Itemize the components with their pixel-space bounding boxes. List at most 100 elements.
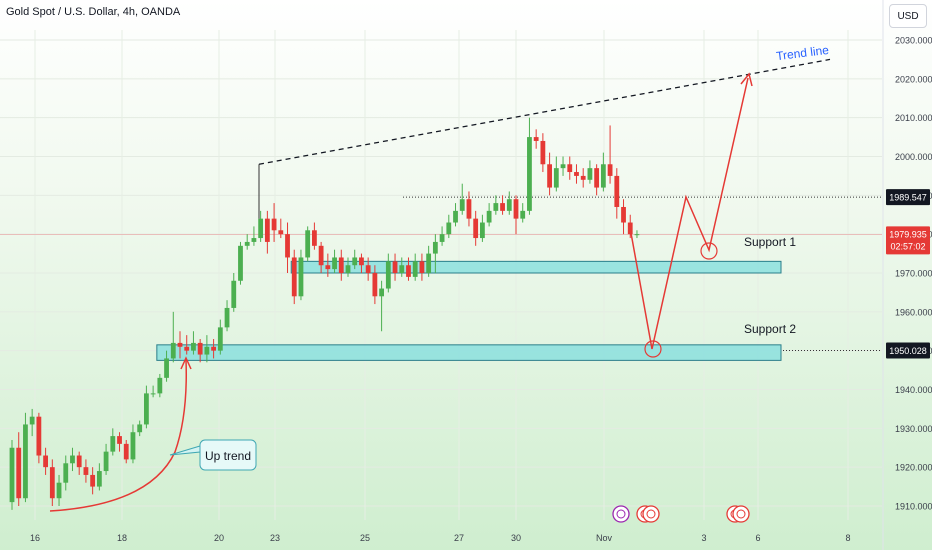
chart-title: Gold Spot / U.S. Dollar, 4h, OANDA	[6, 6, 181, 18]
candle-body	[278, 230, 284, 235]
candle-body	[157, 377, 163, 394]
candle-body	[271, 218, 277, 231]
candle-body	[392, 261, 398, 273]
y-tick-label: 1930.000	[895, 424, 932, 434]
candle-body	[332, 257, 337, 270]
candle-body	[399, 265, 405, 273]
candle-body	[560, 164, 566, 169]
support-zone	[156, 344, 782, 361]
candle-body	[285, 234, 290, 258]
support-zone	[290, 260, 782, 274]
current-price-label: 1979.935	[889, 229, 927, 239]
candle-body	[365, 265, 371, 273]
candle-body	[177, 342, 183, 347]
candle-body	[43, 455, 48, 468]
candle-body	[634, 234, 640, 236]
candle-body	[432, 241, 438, 254]
candle-body	[359, 257, 364, 266]
candle-body	[466, 199, 472, 219]
candle-body	[23, 424, 28, 499]
x-tick-label: 27	[454, 533, 464, 543]
candle-body	[211, 346, 216, 351]
candle-body	[325, 265, 331, 270]
candle-body	[130, 432, 136, 460]
candle-body	[150, 393, 156, 395]
candle-body	[385, 261, 391, 289]
candle-body	[352, 257, 358, 266]
candle-body	[36, 416, 42, 456]
candle-body	[338, 257, 344, 273]
event-icon-inner	[646, 509, 656, 519]
candle-body	[527, 137, 532, 211]
candle-body	[600, 164, 606, 188]
currency-button[interactable]: USD	[889, 4, 927, 28]
x-tick-label: 8	[845, 533, 850, 543]
candle-body	[224, 307, 230, 328]
y-tick-label: 2000.000	[895, 152, 932, 162]
candle-body	[372, 273, 378, 297]
candle-body	[439, 234, 445, 242]
y-tick-label: 1970.000	[895, 269, 932, 279]
candle-body	[540, 140, 546, 165]
candle-body	[506, 199, 512, 211]
x-tick-label: 23	[270, 533, 280, 543]
candle-body	[56, 482, 62, 499]
candle-body	[76, 455, 82, 468]
trend-line-label: Trend line	[775, 43, 830, 63]
candle-body	[251, 238, 257, 242]
candle-body	[16, 447, 22, 499]
candle-body	[486, 210, 492, 223]
candle-body	[318, 245, 324, 266]
candle-body	[547, 164, 552, 188]
candle-body	[580, 175, 586, 180]
candle-body	[96, 471, 102, 487]
event-icon	[732, 505, 750, 523]
candle-body	[197, 342, 203, 355]
y-tick-label: 2020.000	[895, 74, 932, 84]
price-label-bg	[886, 189, 930, 206]
candle-body	[446, 222, 452, 235]
candle-body	[244, 241, 250, 246]
candle-body	[264, 218, 270, 242]
y-tick-label: 1910.000	[895, 502, 932, 512]
candle-body	[305, 230, 311, 258]
candles	[9, 117, 640, 510]
candle-body	[137, 424, 143, 433]
candle-body	[291, 257, 297, 297]
candle-body	[312, 230, 317, 246]
candle-body	[567, 164, 573, 173]
x-tick-label: 25	[360, 533, 370, 543]
candle-body	[513, 199, 519, 219]
candle-body	[419, 261, 425, 273]
x-tick-label: 20	[214, 533, 224, 543]
candle-body	[406, 265, 411, 277]
candle-body	[614, 175, 620, 207]
candle-body	[607, 164, 613, 176]
candle-body	[204, 346, 210, 355]
candle-body	[63, 463, 69, 483]
target-circle	[644, 340, 662, 358]
current-price-label-bg	[886, 226, 930, 255]
candle-body	[83, 467, 89, 475]
up-trend-label: Up trend	[205, 449, 251, 463]
candle-body	[574, 172, 579, 176]
candle-body	[164, 358, 169, 378]
event-icon	[642, 505, 660, 523]
candle-body	[9, 447, 15, 503]
x-tick-label: 6	[755, 533, 760, 543]
y-tick-label: 1960.000	[895, 307, 932, 317]
x-tick-label: 30	[511, 533, 521, 543]
candle-body	[184, 346, 190, 351]
y-tick-label: 1920.000	[895, 463, 932, 473]
candle-body	[480, 222, 485, 239]
candle-body	[500, 203, 505, 211]
candle-body	[191, 342, 196, 351]
candle-body	[238, 245, 243, 281]
candle-body	[553, 168, 559, 188]
candle-body	[110, 436, 116, 452]
candle-body	[90, 474, 96, 487]
candle-body	[258, 218, 264, 239]
